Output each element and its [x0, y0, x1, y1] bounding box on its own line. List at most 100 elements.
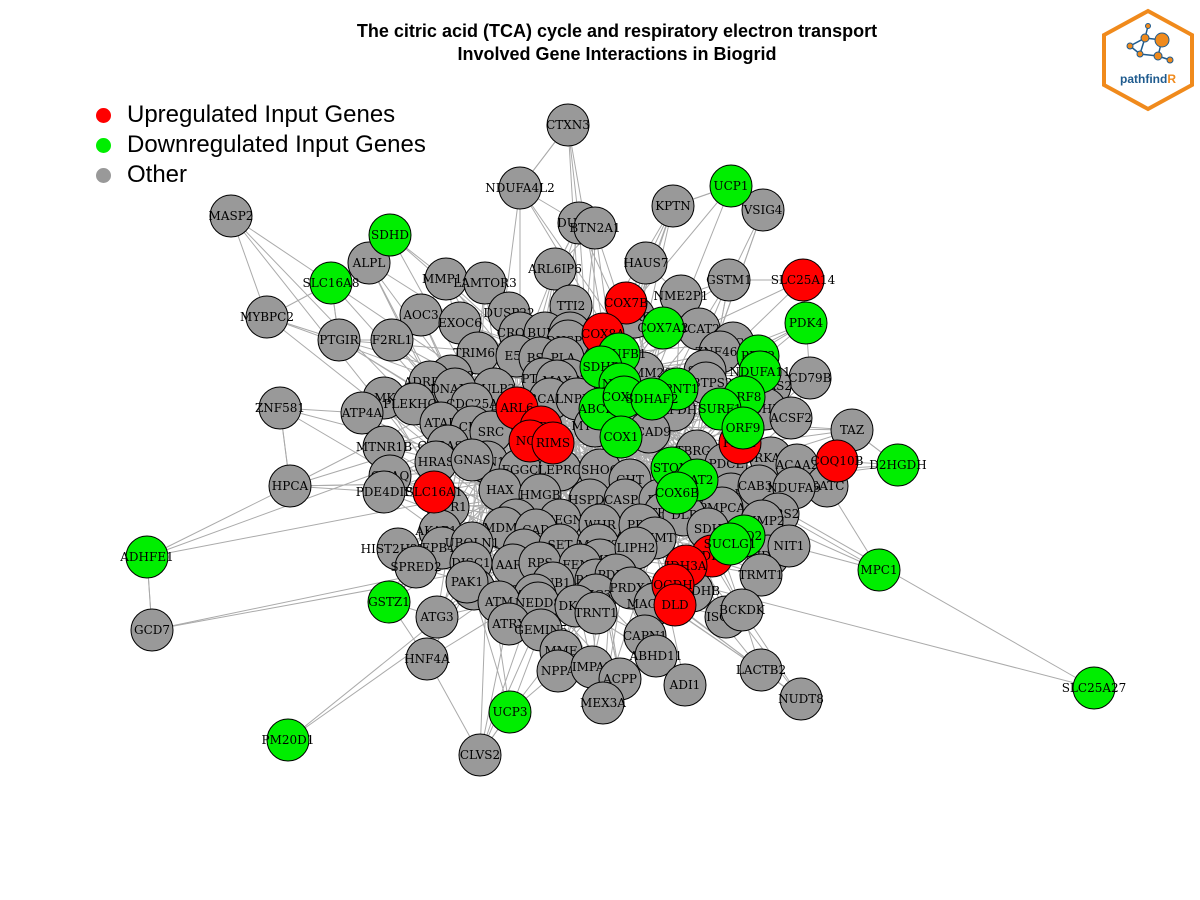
- gene-node-label: HRAS: [418, 455, 454, 469]
- gene-node-circle: [340, 391, 384, 435]
- gene-node-circle: [721, 406, 765, 450]
- gene-node-circle: [708, 522, 752, 566]
- gene-node: ORF9: [721, 406, 765, 450]
- gene-node: TRNT1: [574, 591, 618, 635]
- gene-node-label: COQ10B: [811, 454, 864, 468]
- title-line-2: Involved Gene Interactions in Biogrid: [457, 44, 777, 64]
- gene-node-label: LACTB2: [736, 663, 786, 677]
- gene-node-label: GCD7: [134, 623, 170, 637]
- gene-node: SDHAF2: [626, 377, 678, 421]
- gene-node: ARL6IP6: [527, 247, 582, 291]
- gene-node-label: ARL6IP6: [527, 262, 582, 276]
- gene-node-circle: [653, 583, 697, 627]
- gene-node-label: CDC25A: [446, 397, 498, 411]
- gene-node-label: COX1: [604, 430, 639, 444]
- gene-node: ABHD11: [629, 634, 682, 678]
- gene-node-label: NDUFA11: [729, 365, 790, 379]
- pathfindr-logo: pathfindR: [1102, 8, 1194, 112]
- gene-node-label: MEX3A: [580, 696, 626, 710]
- gene-node-label: EXOC6: [438, 316, 482, 330]
- legend-item-other: Other: [96, 160, 426, 190]
- gene-node-label: GNAS: [454, 453, 491, 467]
- gene-node: NDUFA4L2: [485, 166, 555, 210]
- gene-node-label: SUCLG1: [704, 537, 757, 551]
- gene-node-label: MPC1: [860, 563, 897, 577]
- gene-node: BTN2A1: [569, 206, 621, 250]
- gene-node: PDK4: [784, 301, 828, 345]
- gene-node: GCD7: [130, 608, 174, 652]
- gene-node: UCP3: [488, 690, 532, 734]
- gene-node-label: NEDD8: [515, 596, 561, 610]
- gene-node: COQ10B: [811, 439, 864, 483]
- legend-label-downregulated: Downregulated Input Genes: [127, 131, 426, 158]
- gene-node: ATRX: [487, 602, 531, 646]
- gene-node-label: D2HGDH: [869, 458, 926, 472]
- gene-node-circle: [769, 396, 813, 440]
- gene-node-circle: [651, 184, 695, 228]
- gene-node-label: SLC16A8: [303, 276, 360, 290]
- logo-text: pathfindR: [1120, 72, 1176, 86]
- gene-node: PM20D1: [262, 718, 314, 762]
- gene-node-label: GATC: [810, 479, 845, 493]
- gene-node-circle: [739, 648, 783, 692]
- gene-node: GNAS: [450, 438, 494, 482]
- gene-node-circle: [498, 166, 542, 210]
- gene-node-label: VSIG4: [743, 203, 783, 217]
- gene-node-circle: [258, 386, 302, 430]
- gene-node: MEX3A: [580, 681, 626, 725]
- gene-node-circle: [739, 553, 783, 597]
- legend-item-downregulated: Downregulated Input Genes: [96, 130, 426, 160]
- gene-node-label: CASP3: [604, 493, 646, 507]
- gene-node-label: TRMT1: [739, 568, 784, 582]
- gene-node-circle: [781, 258, 825, 302]
- gene-node-label: NDUFA4L2: [485, 181, 554, 195]
- gene-node-label: PDE4DIP: [356, 485, 413, 499]
- gene-node-circle: [370, 318, 414, 362]
- gene-node-label: ZNF581: [255, 401, 305, 415]
- gene-node: MYBPC2: [240, 295, 294, 339]
- gene-node: COX6B: [655, 471, 699, 515]
- gene-node-label: CTXN3: [546, 118, 590, 132]
- gene-node: PTGIR: [317, 318, 361, 362]
- gene-node-label: MTNR1B: [356, 440, 412, 454]
- gene-node-circle: [533, 247, 577, 291]
- gene-node-circle: [1072, 666, 1116, 710]
- gene-node-circle: [488, 690, 532, 734]
- gene-node-circle: [876, 443, 920, 487]
- gene-node-label: ORF9: [726, 421, 761, 435]
- gene-node-label: PTGIR: [319, 333, 359, 347]
- gene-node-label: SLC25A27: [1062, 681, 1127, 695]
- gene-node: AOC3: [399, 293, 443, 337]
- gene-node-label: ATG3: [419, 610, 453, 624]
- gene-node-label: DLD: [661, 598, 688, 612]
- gene-node: ATP4A: [340, 391, 384, 435]
- gene-node-circle: [415, 595, 459, 639]
- gene-node-label: HMGB: [519, 488, 560, 502]
- gene-node-circle: [458, 733, 502, 777]
- gene-node: KPTN: [651, 184, 695, 228]
- gene-node: SLC16A8: [303, 261, 360, 305]
- gene-node-label: TTI2: [557, 299, 586, 313]
- legend-dot-upregulated: [96, 107, 111, 123]
- legend-label-upregulated: Upregulated Input Genes: [127, 101, 396, 128]
- gene-node-circle: [784, 301, 828, 345]
- gene-node: VSIG4: [741, 188, 785, 232]
- gene-node-circle: [309, 261, 353, 305]
- gene-node-circle: [130, 608, 174, 652]
- gene-node-circle: [630, 377, 674, 421]
- gene-node-label: RIMS: [536, 436, 570, 450]
- gene-node: ZNF581: [255, 386, 305, 430]
- legend-label-other: Other: [127, 161, 188, 188]
- gene-node-label: SLC25A14: [771, 273, 836, 287]
- gene-node-label: COX7A2: [637, 321, 688, 335]
- gene-node: RIMS: [531, 421, 575, 465]
- gene-node: CTXN3: [546, 103, 590, 147]
- gene-node: SDHD: [368, 213, 412, 257]
- gene-node-label: SPRED2: [390, 560, 441, 574]
- gene-node-label: BCKDK: [719, 603, 766, 617]
- gene-node-label: COX6B: [655, 486, 699, 500]
- gene-node: ACSF2: [769, 396, 813, 440]
- gene-node-label: HNF4A: [404, 652, 450, 666]
- logo-network-nodes: [1126, 23, 1174, 64]
